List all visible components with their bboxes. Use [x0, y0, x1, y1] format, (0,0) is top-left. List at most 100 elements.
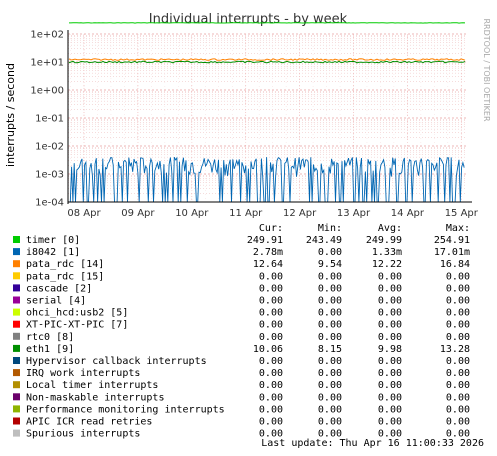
y-tick-label: 1e-03 — [35, 170, 64, 181]
legend-header: Min: — [318, 223, 342, 234]
legend-value-avg: 9.98 — [378, 344, 402, 355]
legend-value-cur: 0.00 — [259, 417, 283, 428]
legend-header: Max: — [446, 223, 470, 234]
legend-value-min: 8.15 — [318, 344, 342, 355]
legend-value-avg: 0.00 — [378, 296, 402, 307]
x-tick-label: 10 Apr — [175, 208, 209, 219]
y-tick-label: 1e-04 — [35, 198, 64, 209]
legend-value-avg: 0.00 — [378, 368, 402, 379]
last-update: Last update: Thu Apr 16 11:00:33 2026 — [261, 438, 484, 449]
series-line — [68, 58, 466, 61]
legend-value-avg: 0.00 — [378, 392, 402, 403]
legend-swatch — [13, 417, 20, 425]
y-tick-label: 1e-01 — [35, 114, 64, 125]
legend-value-cur: 12.64 — [253, 259, 283, 270]
legend-series-name: XT-PIC-XT-PIC [7] — [26, 320, 128, 331]
legend-series-name: cascade [2] — [26, 283, 92, 294]
legend-value-avg: 0.00 — [378, 332, 402, 343]
legend-swatch — [13, 320, 20, 328]
legend-series-name: Performance monitoring interrupts — [26, 404, 225, 415]
legend-value-cur: 0.00 — [259, 320, 283, 331]
series-line — [68, 60, 466, 64]
legend-swatch — [13, 248, 20, 256]
legend-value-cur: 0.00 — [259, 332, 283, 343]
legend-value-max: 0.00 — [446, 429, 470, 440]
legend-value-min: 0.00 — [318, 417, 342, 428]
legend-series-name: ohci_hcd:usb2 [5] — [26, 308, 128, 319]
x-tick-label: 11 Apr — [229, 208, 263, 219]
legend-swatch — [13, 369, 20, 377]
legend-value-cur: 0.00 — [259, 296, 283, 307]
legend-value-max: 0.00 — [446, 271, 470, 282]
legend-value-cur: 2.78m — [253, 247, 283, 258]
legend-value-avg: 0.00 — [378, 283, 402, 294]
legend-swatch — [13, 393, 20, 401]
legend-series-name: Local timer interrupts — [26, 380, 158, 391]
legend-value-min: 0.00 — [318, 404, 342, 415]
legend-header: Avg: — [378, 223, 402, 234]
legend-value-max: 0.00 — [446, 308, 470, 319]
legend-series-name: i8042 [1] — [26, 247, 80, 258]
legend-swatch — [13, 332, 20, 340]
legend-swatch — [13, 236, 20, 243]
legend-value-min: 0.00 — [318, 356, 342, 367]
legend-series-name: Non-maskable interrupts — [26, 392, 164, 403]
y-axis-label: interrupts / second — [4, 63, 17, 167]
legend-value-max: 0.00 — [446, 380, 470, 391]
legend-value-avg: 249.99 — [366, 235, 402, 246]
legend-value-max: 13.28 — [440, 344, 470, 355]
legend-swatch — [13, 429, 20, 437]
legend-swatch — [13, 405, 20, 413]
x-tick-label: 13 Apr — [337, 208, 371, 219]
legend-value-max: 0.00 — [446, 283, 470, 294]
legend-value-cur: 0.00 — [259, 392, 283, 403]
legend-value-avg: 1.33m — [372, 247, 402, 258]
legend-value-min: 0.00 — [318, 332, 342, 343]
legend-swatch — [13, 381, 20, 389]
axes: 08 Apr 09 Apr 10 Apr 11 Apr 12 Apr 13 Apr 14 A… — [30, 30, 478, 220]
legend-value-avg: 0.00 — [378, 429, 402, 440]
legend-swatch — [13, 308, 20, 316]
x-tick-label: 14 Apr — [391, 208, 425, 219]
series-line — [69, 156, 465, 203]
legend-swatch — [13, 296, 20, 304]
x-tick-label: 09 Apr — [121, 208, 155, 219]
legend-series-name: serial [4] — [26, 296, 86, 307]
y-tick-label: 1e+01 — [30, 58, 64, 69]
legend-value-avg: 0.00 — [378, 320, 402, 331]
legend-value-max: 0.00 — [446, 296, 470, 307]
legend-value-min: 0.00 — [318, 380, 342, 391]
legend-value-min: 0.00 — [318, 368, 342, 379]
legend-value-cur: 0.00 — [259, 429, 283, 440]
legend-value-min: 0.00 — [318, 247, 342, 258]
legend-swatch — [13, 272, 20, 280]
x-tick-label: 08 Apr — [67, 208, 101, 219]
legend-series-name: IRQ work interrupts — [26, 368, 140, 379]
legend-series-name: Spurious interrupts — [26, 429, 140, 440]
legend-value-cur: 0.00 — [259, 356, 283, 367]
series-lines — [68, 22, 466, 203]
legend-value-min: 9.54 — [318, 259, 342, 270]
legend-value-max: 0.00 — [446, 404, 470, 415]
legend-value-cur: 0.00 — [259, 380, 283, 391]
legend-header: Cur: — [259, 223, 283, 234]
legend-value-cur: 0.00 — [259, 283, 283, 294]
legend-value-avg: 0.00 — [378, 404, 402, 415]
legend-value-max: 0.00 — [446, 417, 470, 428]
chart-title: Individual interrupts - by week — [149, 12, 348, 27]
y-tick-label: 1e-02 — [35, 142, 64, 153]
legend-value-cur: 0.00 — [259, 308, 283, 319]
legend-swatch — [13, 344, 20, 352]
legend-value-min: 0.00 — [318, 283, 342, 294]
legend-value-min: 0.00 — [318, 308, 342, 319]
legend-value-max: 17.01m — [434, 247, 470, 258]
legend-series-name: pata_rdc [15] — [26, 271, 104, 282]
legend-value-cur: 0.00 — [259, 368, 283, 379]
legend-value-cur: 0.00 — [259, 271, 283, 282]
x-tick-label: 15 Apr — [445, 208, 479, 219]
y-tick-label: 1e+00 — [30, 86, 64, 97]
legend-value-max: 16.84 — [440, 259, 470, 270]
legend-value-min: 0.00 — [318, 320, 342, 331]
legend: Cur: Min: Avg: Max: timer [0] 249.91 243.49 249… — [13, 223, 470, 440]
